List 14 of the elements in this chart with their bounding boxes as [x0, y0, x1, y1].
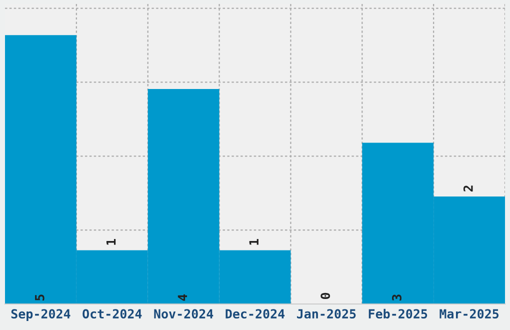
- data-label: 5: [35, 294, 44, 300]
- data-label: 4: [178, 294, 188, 301]
- data-label: 1: [106, 239, 116, 245]
- x-tick-label: Oct-2024: [82, 309, 142, 319]
- x-tick-label: Nov-2024: [154, 309, 214, 319]
- x-tick-label: Dec-2024: [226, 309, 285, 319]
- data-label: 0: [320, 292, 330, 299]
- x-tick-label: Sep-2024: [11, 309, 70, 321]
- x-tick-label: Jan-2025: [296, 309, 356, 319]
- data-label: 3: [392, 294, 402, 301]
- x-tick-label: Feb-2025: [368, 308, 428, 319]
- data-label: 1: [249, 239, 258, 245]
- data-label: 2: [463, 186, 473, 192]
- x-tick-label: Mar-2025: [440, 309, 499, 319]
